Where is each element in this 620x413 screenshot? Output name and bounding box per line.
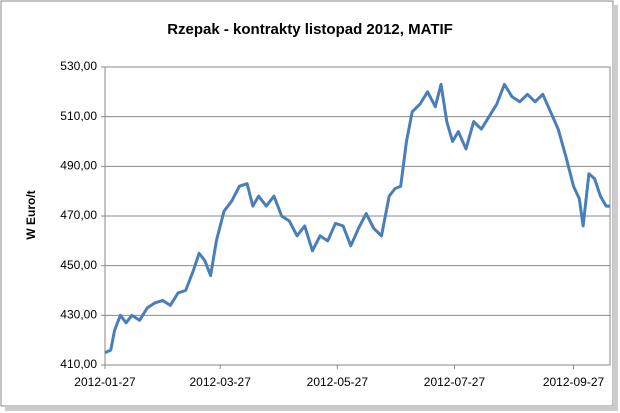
chart-frame: [0, 0, 614, 407]
y-tick-label: 530,00: [60, 59, 97, 73]
x-tick-label: 2012-09-27: [543, 375, 605, 389]
y-tick-label: 470,00: [60, 208, 97, 222]
y-tick-label: 450,00: [60, 258, 97, 272]
frame-shadow: [5, 406, 615, 411]
chart-title: Rzepak - kontrakty listopad 2012, MATIF: [167, 21, 453, 38]
y-axis-label: W Euro/t: [24, 190, 38, 239]
x-tick-label: 2012-01-27: [74, 375, 136, 389]
x-tick-label: 2012-05-27: [307, 375, 369, 389]
data-line: [104, 82, 610, 354]
x-tick-label: 2012-03-27: [190, 375, 252, 389]
y-tick-label: 490,00: [60, 159, 97, 173]
x-tick-label: 2012-07-27: [424, 375, 486, 389]
plot-area: [104, 66, 611, 366]
y-tick-label: 510,00: [60, 109, 97, 123]
frame-shadow: [613, 5, 618, 411]
y-tick-label: 430,00: [60, 308, 97, 322]
y-tick-label: 410,00: [60, 357, 97, 371]
